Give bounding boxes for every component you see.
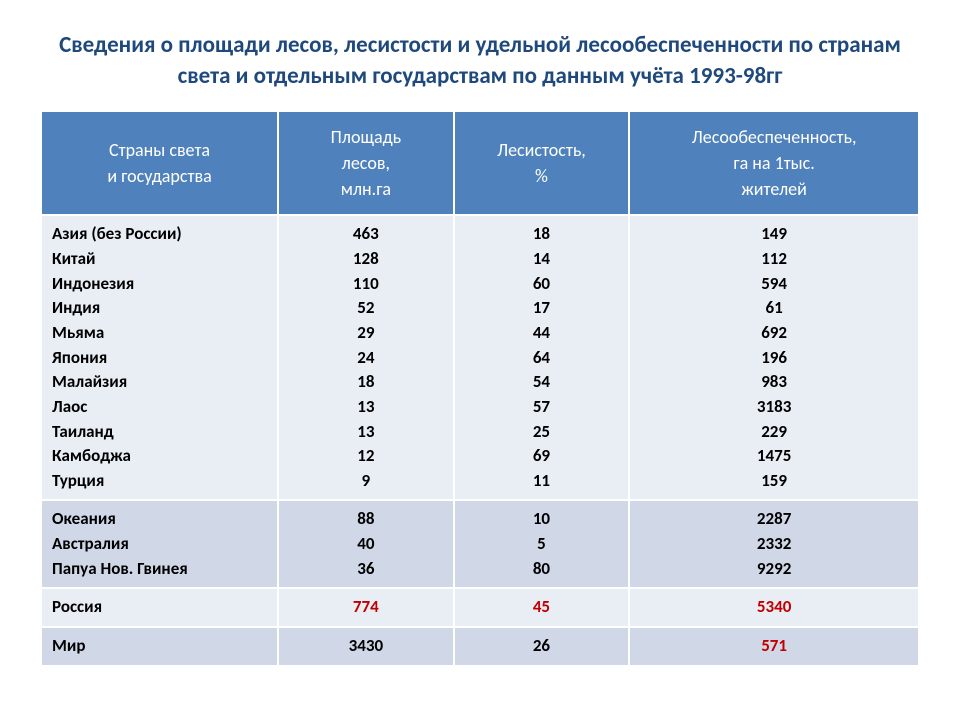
- col-header-provision: Лесообеспеченность, га на 1тыс. жителей: [629, 111, 919, 215]
- col-header-text: Страны света и государства: [107, 139, 211, 187]
- cell-text: 149 112 594 61 692 196 983 3183 229 1475…: [757, 223, 791, 490]
- table-row: Россия 774 45 5340: [41, 588, 919, 627]
- table-header-row: Страны света и государства Площадь лесов…: [41, 111, 919, 215]
- cell-area: 88 40 36: [278, 500, 454, 588]
- cell-forestness: 10 5 80: [454, 500, 630, 588]
- cell-provision: 149 112 594 61 692 196 983 3183 229 1475…: [629, 215, 919, 500]
- cell-text: 463 128 110 52 29 24 18 13 13 12 9: [353, 223, 379, 490]
- slide: Сведения о площади лесов, лесистости и у…: [0, 0, 960, 720]
- slide-title: Сведения о площади лесов, лесистости и у…: [40, 30, 920, 92]
- cell-text: Азия (без России) Китай Индонезия Индия …: [52, 223, 182, 490]
- cell-forestness: 26: [454, 627, 630, 666]
- cell-text: Мир: [52, 635, 85, 656]
- cell-text: 774: [353, 596, 379, 617]
- cell-forestness: 45: [454, 588, 630, 627]
- cell-text: 88 40 36: [357, 508, 374, 578]
- table-body: Азия (без России) Китай Индонезия Индия …: [41, 215, 919, 665]
- cell-text: 18 14 60 17 44 64 54 57 25 69 11: [533, 223, 550, 490]
- table-row: Азия (без России) Китай Индонезия Индия …: [41, 215, 919, 500]
- cell-text: Океания Австралия Папуа Нов. Гвинея: [52, 508, 188, 578]
- cell-countries: Мир: [41, 627, 278, 666]
- table-row: Мир 3430 26 571: [41, 627, 919, 666]
- cell-area: 3430: [278, 627, 454, 666]
- cell-provision: 571: [629, 627, 919, 666]
- cell-countries: Россия: [41, 588, 278, 627]
- cell-provision: 5340: [629, 588, 919, 627]
- forest-table: Страны света и государства Площадь лесов…: [40, 110, 920, 667]
- col-header-country: Страны света и государства: [41, 111, 278, 215]
- cell-text: Россия: [52, 596, 102, 617]
- table-row: Океания Австралия Папуа Нов. Гвинея 88 40…: [41, 500, 919, 588]
- cell-countries: Азия (без России) Китай Индонезия Индия …: [41, 215, 278, 500]
- cell-text: 5340: [757, 596, 791, 617]
- cell-text: 2287 2332 9292: [757, 508, 791, 578]
- cell-text: 10 5 80: [533, 508, 550, 578]
- cell-text: 3430: [349, 635, 383, 656]
- cell-area: 463 128 110 52 29 24 18 13 13 12 9: [278, 215, 454, 500]
- cell-area: 774: [278, 588, 454, 627]
- cell-text: 571: [761, 635, 787, 656]
- col-header-forestness: Лесистость, %: [454, 111, 630, 215]
- cell-text: 26: [533, 635, 550, 656]
- cell-forestness: 18 14 60 17 44 64 54 57 25 69 11: [454, 215, 630, 500]
- col-header-area: Площадь лесов, млн.га: [278, 111, 454, 215]
- col-header-text: Лесистость, %: [497, 139, 586, 187]
- col-header-text: Лесообеспеченность, га на 1тыс. жителей: [692, 126, 857, 200]
- cell-text: 45: [533, 596, 550, 617]
- cell-provision: 2287 2332 9292: [629, 500, 919, 588]
- cell-countries: Океания Австралия Папуа Нов. Гвинея: [41, 500, 278, 588]
- col-header-text: Площадь лесов, млн.га: [331, 126, 401, 200]
